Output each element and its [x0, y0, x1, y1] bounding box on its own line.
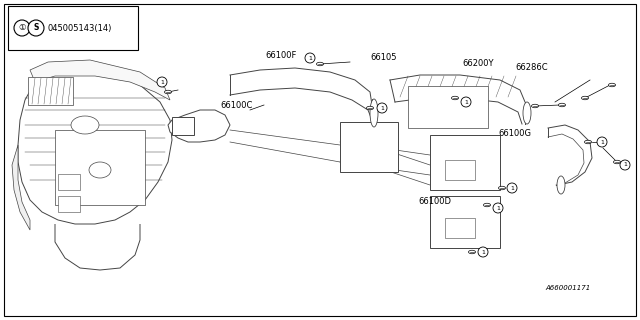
- Text: 1: 1: [623, 163, 627, 167]
- Text: 66105: 66105: [370, 53, 397, 62]
- Text: S: S: [33, 23, 38, 33]
- Ellipse shape: [164, 90, 172, 94]
- Bar: [28, 77, 73, 105]
- Ellipse shape: [367, 106, 374, 110]
- Text: 66100G: 66100G: [498, 130, 531, 139]
- Polygon shape: [12, 145, 30, 230]
- Ellipse shape: [584, 140, 591, 144]
- Ellipse shape: [582, 96, 589, 100]
- Bar: [430, 196, 500, 248]
- Text: 1: 1: [160, 79, 164, 84]
- Bar: [172, 117, 194, 135]
- Text: ①: ①: [19, 23, 26, 33]
- Ellipse shape: [468, 250, 476, 254]
- Circle shape: [493, 203, 503, 213]
- Bar: [8, 6, 138, 50]
- Text: 66100C: 66100C: [220, 100, 252, 109]
- Text: 66200Y: 66200Y: [462, 60, 493, 68]
- Text: 1: 1: [481, 250, 485, 254]
- Circle shape: [28, 20, 44, 36]
- Circle shape: [478, 247, 488, 257]
- Text: 1: 1: [496, 205, 500, 211]
- Ellipse shape: [89, 162, 111, 178]
- Polygon shape: [18, 64, 172, 224]
- Bar: [58, 196, 80, 212]
- Polygon shape: [168, 110, 230, 142]
- Text: 1: 1: [600, 140, 604, 145]
- Ellipse shape: [531, 104, 538, 108]
- Bar: [408, 86, 488, 128]
- Ellipse shape: [451, 96, 458, 100]
- Text: 1: 1: [510, 186, 514, 190]
- Circle shape: [157, 77, 167, 87]
- Bar: [430, 135, 500, 190]
- Text: 1: 1: [308, 55, 312, 60]
- Circle shape: [14, 20, 30, 36]
- Bar: [445, 160, 475, 180]
- Ellipse shape: [614, 160, 621, 164]
- Circle shape: [305, 53, 315, 63]
- Bar: [340, 122, 398, 172]
- Bar: [55, 130, 145, 205]
- Bar: [58, 174, 80, 190]
- Text: 66100D: 66100D: [418, 197, 451, 206]
- Text: A660001171: A660001171: [545, 285, 590, 291]
- Text: 66286C: 66286C: [515, 63, 548, 73]
- Text: 045005143(14): 045005143(14): [47, 23, 111, 33]
- Ellipse shape: [483, 203, 490, 207]
- Circle shape: [620, 160, 630, 170]
- Polygon shape: [30, 60, 170, 100]
- Ellipse shape: [317, 62, 323, 66]
- Ellipse shape: [523, 102, 531, 124]
- Text: 1: 1: [380, 106, 384, 110]
- Ellipse shape: [71, 116, 99, 134]
- Text: 66100F: 66100F: [265, 51, 296, 60]
- Circle shape: [597, 137, 607, 147]
- Ellipse shape: [609, 83, 616, 87]
- Ellipse shape: [499, 186, 506, 190]
- Text: 1: 1: [464, 100, 468, 105]
- Circle shape: [507, 183, 517, 193]
- Circle shape: [377, 103, 387, 113]
- Circle shape: [461, 97, 471, 107]
- Bar: [445, 218, 475, 238]
- Ellipse shape: [559, 103, 566, 107]
- Ellipse shape: [370, 99, 378, 127]
- Ellipse shape: [557, 176, 565, 194]
